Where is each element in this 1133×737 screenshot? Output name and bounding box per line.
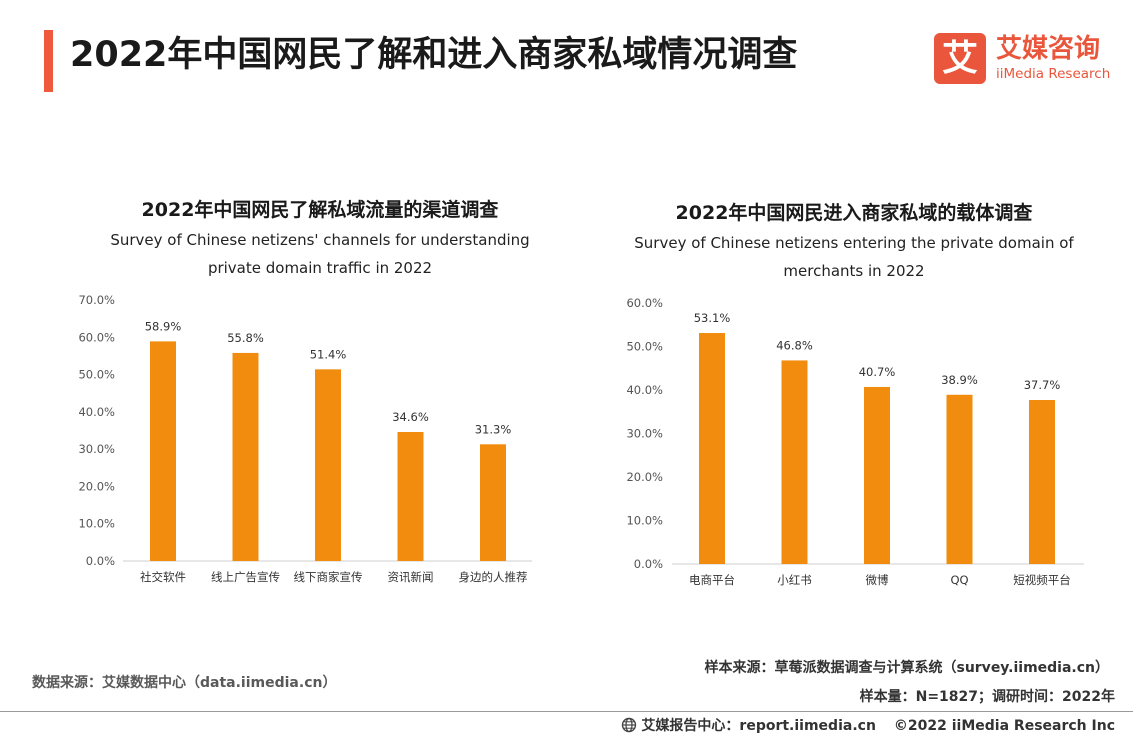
chart2-y-tick-label: 60.0% [626,296,663,310]
chart1-y-tick-label: 10.0% [78,517,115,531]
chart2-bar [946,394,973,564]
chart2-value-label: 46.8% [776,338,813,352]
chart1-y-tick-label: 40.0% [78,405,115,419]
chart2-bar [781,360,808,564]
chart2-y-tick-label: 50.0% [626,340,663,354]
sample-source-note: 样本来源：草莓派数据调查与计算系统（survey.iimedia.cn） [704,660,1109,676]
chart2-category-label: 电商平台 [689,573,735,587]
chart2-bar [1029,400,1055,564]
chart2-value-label: 38.9% [941,373,978,387]
title-accent-bar [44,30,53,92]
chart2-category-label: 小红书 [777,573,812,587]
chart1-bar [150,341,176,561]
chart2-value-label: 40.7% [859,365,896,379]
chart2-y-tick-label: 0.0% [634,557,663,571]
report-center-link[interactable]: 艾媒报告中心：report.iimedia.cn [641,718,876,734]
footer: 艾媒报告中心：report.iimedia.cn ©2022 iiMedia Re… [621,715,1115,737]
chart1-bar [480,444,506,561]
chart1-category-label: 资讯新闻 [388,570,434,584]
chart2-y-tick-label: 30.0% [626,427,663,441]
chart1-subtitle-line1: Survey of Chinese netizens' channels for… [110,231,530,249]
chart1-value-label: 31.3% [475,422,512,436]
chart1-category-label: 线上广告宣传 [211,570,280,584]
iimedia-logo: 艾 艾媒咨询 iiMedia Research [934,33,1114,85]
chart1-subtitle-line2: private domain traffic in 2022 [207,259,433,277]
chart2-value-label: 37.7% [1024,378,1061,392]
chart2-category-label: 微博 [866,573,889,587]
chart1-bar [232,352,259,561]
chart1-bar [397,431,424,561]
footer-divider [0,711,1133,712]
chart2-subtitle-line2: merchants in 2022 [783,262,925,280]
page-title: 2022年中国网民了解和进入商家私域情况调查 [70,35,798,75]
logo-cn-text: 艾媒咨询 [996,34,1101,64]
chart1-y-tick-label: 50.0% [78,368,115,382]
globe-icon [621,717,637,737]
chart1-y-tick-label: 60.0% [78,330,115,344]
chart1-y-tick-label: 20.0% [78,479,115,493]
logo-en-text: iiMedia Research [996,66,1111,82]
copyright-text: ©2022 iiMedia Research Inc [893,718,1115,734]
chart2-subtitle-line1: Survey of Chinese netizens entering the … [634,234,1074,252]
chart1-category-label: 身边的人推荐 [459,570,528,584]
chart1-category-label: 社交软件 [140,570,186,584]
chart1-y-tick-label: 30.0% [78,442,115,456]
chart2-category-label: QQ [950,573,968,587]
chart2-title: 2022年中国网民进入商家私域的载体调查 [675,202,1033,224]
chart2-subtitle: Survey of Chinese netizens entering the … [574,229,1133,285]
chart1-bar [315,369,341,561]
chart2-value-label: 53.1% [694,311,731,325]
chart2-y-tick-label: 40.0% [626,383,663,397]
logo-mark: 艾 [934,33,986,84]
chart1-y-tick-label: 0.0% [86,554,115,568]
chart1-title: 2022年中国网民了解私域流量的渠道调查 [141,199,499,221]
chart1-value-label: 51.4% [310,347,347,361]
chart1-category-label: 线下商家宣传 [294,570,363,584]
data-source-note: 数据来源：艾媒数据中心（data.iimedia.cn） [32,675,337,691]
chart1-y-tick-label: 70.0% [78,293,115,307]
chart1-value-label: 55.8% [227,331,264,345]
sample-size-note: 样本量：N=1827；调研时间：2022年 [859,689,1115,705]
chart2-bar [699,333,725,564]
chart2-category-label: 短视频平台 [1013,573,1071,587]
chart2-y-tick-label: 10.0% [626,514,663,528]
chart2-bar [864,386,890,564]
chart1-value-label: 34.6% [392,410,429,424]
chart2-y-tick-label: 20.0% [626,470,663,484]
chart1-subtitle: Survey of Chinese netizens' channels for… [40,226,600,282]
chart1-value-label: 58.9% [145,319,182,333]
